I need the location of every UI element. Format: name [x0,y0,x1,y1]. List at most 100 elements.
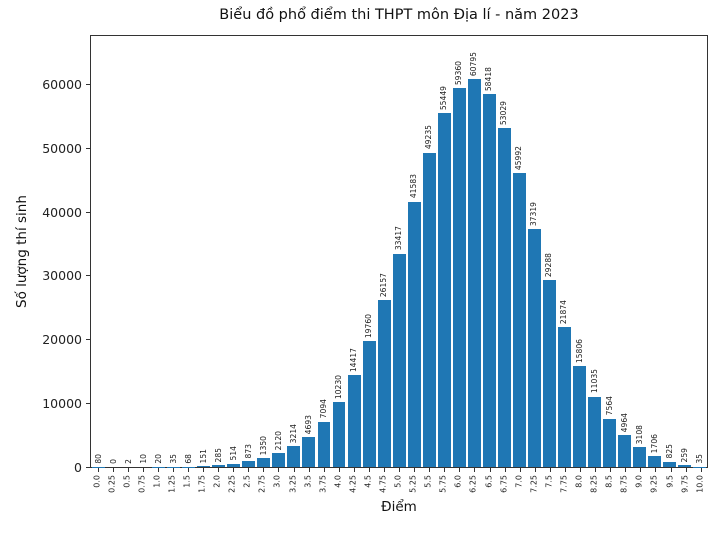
x-tick-cell: 6.5 [482,468,497,502]
bar-column: 10230 [332,36,347,467]
x-tick-cell: 9.5 [663,468,678,502]
bar-column: 21874 [557,36,572,467]
x-tick-cell: 7.25 [527,468,542,502]
x-tick-label: 9.0 [634,475,644,488]
bar-column: 7094 [316,36,331,467]
x-tick-label: 7.25 [529,475,539,493]
bar-column: 19760 [362,36,377,467]
x-tick-mark [323,468,325,472]
x-tick-label: 3.75 [318,475,328,493]
x-tick-mark [399,468,401,472]
bar [362,340,376,467]
bar-column: 29288 [542,36,557,467]
bar [272,453,286,467]
bar-value-label: 35 [168,454,178,464]
bar-value-label: 15806 [574,338,584,364]
bar-value-label: 37319 [529,201,539,226]
bar-value-label: 7564 [604,396,614,416]
x-tick-mark [112,468,114,472]
bar-column: 259 [677,36,692,467]
bar [527,228,541,467]
bar-value-label: 2120 [273,431,283,451]
x-tick-cell: 0.75 [135,468,150,502]
bar-column: 53029 [497,36,512,467]
bar-column: 3108 [632,36,647,467]
bar [317,421,331,467]
x-tick-label: 6.0 [454,475,464,488]
x-tick-mark [580,468,582,472]
bar [482,94,496,467]
x-tick-mark [188,468,189,472]
bar [257,458,271,467]
bar-column: 45992 [512,36,527,467]
x-tick-label: 0.25 [107,475,117,493]
bar-value-label: 53029 [499,101,509,126]
x-tick-cell: 3.5 [301,468,316,502]
x-tick-mark [534,468,536,472]
x-tick-mark [293,468,295,472]
x-tick-cell: 1.5 [180,468,195,502]
bar-column: 59360 [452,36,467,467]
bar-column: 7564 [602,36,617,467]
bar [633,447,647,467]
bar [227,463,241,467]
x-tick-mark [489,468,491,472]
bar-column: 58418 [482,36,497,467]
y-tick-label: 0 [74,460,82,475]
x-tick-cell: 5.25 [407,468,422,502]
x-tick-label: 0.5 [122,475,132,488]
x-tick-label: 9.75 [680,475,690,493]
bar [302,437,316,467]
x-tick-cell: 4.0 [331,468,346,502]
x-tick-label: 0.75 [137,475,147,493]
bar-value-label: 1350 [258,436,268,456]
x-tick-label: 4.0 [333,475,343,488]
bar [377,299,391,467]
bar-value-label: 45992 [514,146,524,171]
x-tick-cell: 7.5 [542,468,557,502]
bar-value-label: 10 [138,454,148,464]
bar-value-label: 3108 [634,424,644,445]
x-tick-cell: 4.25 [346,468,361,502]
x-tick-mark [97,468,99,472]
bar-value-label: 68 [183,453,193,464]
bar-column: 49235 [422,36,437,467]
bar-column: 285 [211,36,226,467]
x-tick-cell: 8.0 [573,468,588,502]
x-tick-cell: 8.75 [618,468,633,502]
x-tick-mark [595,468,597,472]
x-tick-mark [172,468,174,472]
y-tick-label: 30000 [42,268,82,284]
x-tick-cell: 6.25 [467,468,482,502]
x-tick-label: 4.25 [348,475,358,493]
bar-column: 2 [121,36,136,467]
bar [588,396,601,467]
x-tick-cell: 0.25 [105,468,120,502]
bar [392,253,406,467]
bar [678,465,692,467]
x-tick-label: 4.5 [363,475,373,488]
bar [542,280,556,467]
bar-value-label: 29288 [544,252,554,277]
bar-column: 15806 [572,36,587,467]
x-tick-mark [384,468,386,472]
y-tick-label: 10000 [42,396,82,412]
bar-column: 26157 [377,36,392,467]
bar-column: 151 [196,36,211,467]
bar-value-label: 41583 [409,174,418,199]
x-tick-label: 5.25 [408,475,418,493]
bar [618,435,632,467]
y-tick-mark [86,275,90,277]
bar-value-label: 4964 [619,412,629,433]
x-tick-cell: 0.5 [120,468,135,502]
y-tick-mark [86,339,90,341]
x-tick-label: 8.25 [589,475,599,493]
x-tick-mark [308,468,310,472]
bar-column: 14417 [347,36,362,467]
bar-value-label: 21874 [559,300,569,325]
bar-value-label: 14417 [348,347,358,372]
bar [197,466,211,467]
bar-value-label: 20 [153,454,163,464]
x-tick-mark [655,468,657,472]
bar-value-label: 19760 [363,313,373,338]
